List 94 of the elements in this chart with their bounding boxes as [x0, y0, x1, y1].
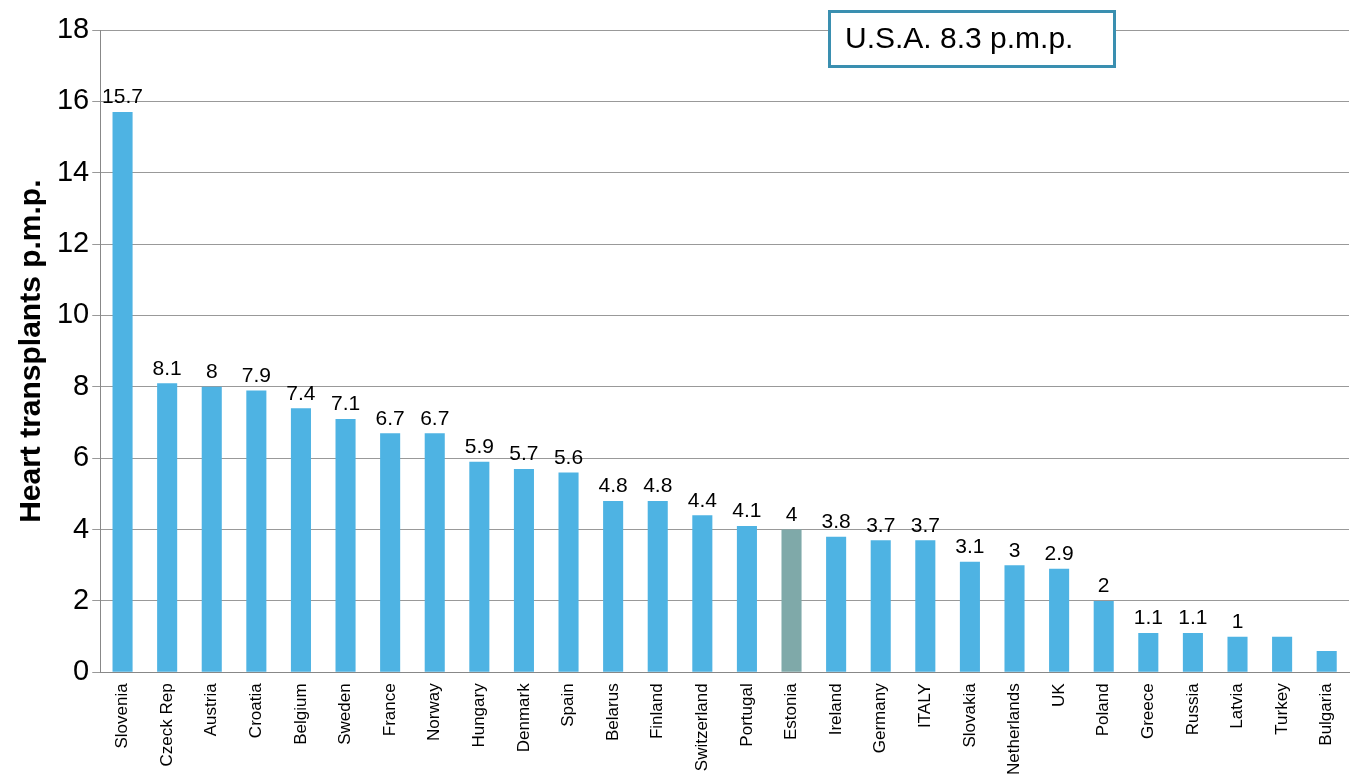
y-tick-label: 14	[56, 154, 90, 187]
x-tick-label: Bulgaria	[1316, 682, 1336, 746]
bar	[736, 526, 757, 672]
data-label: 15.7	[102, 84, 143, 108]
x-tick-label: Turkey	[1271, 682, 1291, 735]
x-tick-label: Denmark	[513, 682, 533, 753]
bar	[558, 472, 579, 672]
bar	[692, 515, 713, 672]
data-label: 4.4	[687, 487, 718, 511]
bar	[513, 468, 534, 672]
data-label: 4.8	[598, 473, 628, 497]
y-tick-label: 8	[73, 368, 90, 401]
data-label: 3.8	[821, 509, 851, 533]
bar	[870, 540, 891, 672]
data-label: 1.1	[1133, 605, 1163, 629]
x-tick-label: Croatia	[246, 682, 266, 739]
bar	[469, 461, 490, 672]
bar	[781, 529, 802, 672]
y-axis-title: Heart transplants p.m.p.	[13, 179, 47, 523]
x-tick-label: Ireland	[825, 683, 845, 736]
bar	[1227, 636, 1248, 672]
data-label: 5.9	[464, 434, 494, 458]
x-tick-label: Sweden	[335, 683, 355, 745]
bar	[1272, 636, 1293, 672]
x-tick-label: ITALY	[915, 683, 935, 729]
x-tick-label: Czeck Rep	[156, 683, 176, 767]
data-label: 6.7	[375, 405, 405, 429]
x-tick-label: Estonia	[781, 682, 801, 741]
bar	[246, 390, 267, 672]
x-tick-label: Germany	[870, 682, 890, 754]
x-tick-label: Norway	[424, 682, 444, 741]
y-tick-label: 4	[73, 511, 90, 544]
bar	[603, 501, 624, 672]
data-label: 3	[1008, 537, 1021, 561]
y-tick-label: 18	[56, 12, 90, 44]
x-tick-label: Hungary	[469, 682, 489, 748]
x-tick-label: Slovenia	[112, 682, 132, 749]
bar	[112, 112, 133, 672]
bar	[1138, 633, 1159, 672]
bar	[335, 418, 356, 672]
data-label: 1.1	[1178, 605, 1208, 629]
bar	[1049, 568, 1070, 672]
data-label: 7.9	[241, 362, 271, 386]
data-label: 5.6	[553, 444, 584, 468]
x-tick-label: Russia	[1182, 682, 1202, 736]
data-label: 4.8	[643, 473, 673, 497]
x-tick-label: Belgium	[290, 683, 310, 745]
data-label: 2.9	[1044, 541, 1074, 565]
x-tick-label: UK	[1048, 682, 1068, 707]
y-tick-label: 6	[73, 440, 90, 473]
x-tick-label: Spain	[558, 683, 578, 727]
data-label: 8.1	[152, 355, 182, 379]
data-label: 8	[205, 359, 218, 383]
data-label: 3.7	[910, 512, 940, 536]
x-tick-label: Portugal	[736, 683, 756, 747]
data-label: 2	[1097, 573, 1110, 597]
x-tick-label: Latvia	[1227, 682, 1247, 729]
y-tick-label: 2	[73, 582, 90, 615]
x-tick-label: Belarus	[602, 683, 622, 741]
bar	[915, 540, 936, 672]
bar	[826, 536, 847, 672]
x-tick-label: Greece	[1138, 683, 1157, 740]
bar	[959, 561, 980, 672]
data-label: 7.1	[330, 391, 361, 415]
bar	[201, 386, 222, 672]
y-tick-label: 0	[73, 654, 90, 687]
data-label: 3.1	[955, 534, 985, 558]
x-tick-label: Finland	[647, 683, 667, 740]
x-tick-label: Slovakia	[959, 682, 979, 748]
x-tick-label: France	[379, 683, 399, 737]
data-label: 1	[1231, 608, 1244, 632]
bar	[1316, 650, 1337, 672]
y-tick-label: 10	[56, 297, 90, 330]
bar	[1004, 565, 1025, 672]
data-label: 3.7	[866, 512, 896, 536]
bar	[647, 501, 668, 672]
x-tick-label: Poland	[1093, 683, 1113, 737]
x-tick-label: Netherlands	[1004, 683, 1024, 776]
annotation: U.S.A. 8.3 p.m.p.	[828, 10, 1117, 68]
x-tick-label: Austria	[201, 682, 221, 737]
x-tick-label: Switzerland	[692, 683, 712, 772]
data-label: 4	[785, 501, 798, 525]
bar	[290, 408, 311, 672]
bar	[1182, 633, 1203, 672]
data-label: 4.1	[732, 498, 762, 522]
bar	[424, 433, 445, 672]
y-tick-label: 16	[56, 83, 90, 116]
bar	[380, 433, 401, 672]
bar	[1093, 600, 1114, 672]
data-label: 7.4	[286, 380, 316, 404]
bar	[157, 383, 178, 672]
data-label: 5.7	[509, 441, 539, 465]
y-tick-label: 12	[56, 226, 90, 259]
data-label: 6.7	[420, 405, 450, 429]
